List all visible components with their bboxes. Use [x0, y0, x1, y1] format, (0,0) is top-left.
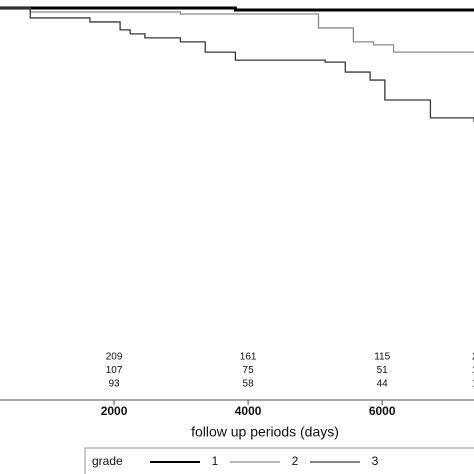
legend-label: 3: [372, 454, 379, 468]
risk-count: 29: [472, 352, 474, 363]
risk-count: 16: [472, 379, 474, 390]
x-tick-label: 2000: [101, 404, 128, 418]
x-tick-label: 6000: [369, 404, 396, 418]
survival-curve: [0, 6, 474, 12]
risk-count: 209: [106, 352, 123, 363]
x-tick-label: 4000: [235, 404, 262, 418]
risk-count: 44: [377, 379, 389, 390]
legend-label: 1: [212, 454, 219, 468]
risk-count: 115: [374, 352, 390, 363]
risk-count: 51: [377, 365, 389, 376]
risk-count: 161: [240, 352, 257, 363]
legend-box: [84, 447, 474, 474]
risk-count: 58: [243, 379, 255, 390]
survival-curve: [0, 7, 474, 122]
risk-count: 11: [472, 365, 474, 376]
legend-label: 2: [292, 454, 299, 468]
legend-title: grade: [92, 454, 123, 468]
survival-curve: [0, 7, 474, 53]
risk-count: 107: [106, 365, 123, 376]
risk-count: 93: [108, 379, 120, 390]
risk-count: 75: [243, 365, 255, 376]
x-axis-label: follow up periods (days): [191, 424, 339, 440]
